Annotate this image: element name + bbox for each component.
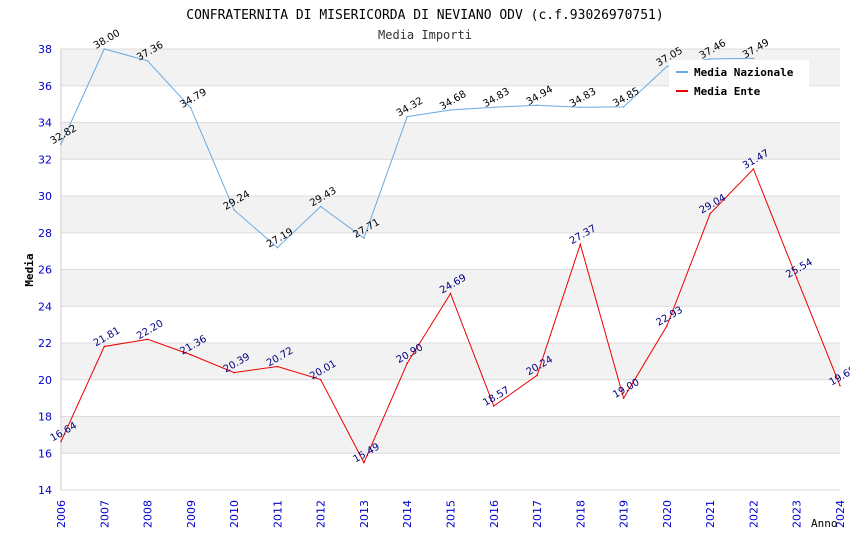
data-point-media-nazionale: [666, 65, 668, 68]
y-axis-ticks: 14 16 18 20 22 24 26 28 30 32 34 36 38: [38, 43, 52, 497]
data-point-media-ente: [795, 277, 798, 279]
y-tick-label: 26: [38, 264, 52, 277]
grid-lines: [61, 48, 840, 491]
grid-band: [61, 416, 840, 454]
x-tick-label: 2014: [401, 500, 414, 528]
data-point-media-ente: [666, 325, 668, 327]
x-tick-label: 2010: [228, 500, 241, 528]
y-tick-label: 38: [38, 43, 52, 56]
data-point-media-nazionale: [752, 57, 755, 60]
data-point-media-nazionale: [190, 107, 192, 109]
data-point-media-nazionale: [622, 106, 625, 108]
data-point-media-ente: [709, 212, 711, 215]
data-point-media-nazionale: [406, 115, 409, 118]
data-point-media-nazionale: [146, 59, 149, 62]
grid-band: [61, 122, 840, 160]
data-point-media-ente: [233, 371, 235, 374]
grid-band: [61, 269, 840, 307]
x-tick-label: 2012: [315, 500, 328, 528]
legend: Media Nazionale Media Ente: [669, 60, 809, 104]
x-tick-label: 2023: [791, 500, 804, 528]
y-tick-label: 34: [38, 117, 52, 130]
data-point-media-ente: [319, 378, 322, 381]
y-tick-label: 24: [38, 300, 52, 313]
data-point-media-nazionale: [536, 104, 538, 107]
data-label-media-nazionale: 38.00: [92, 28, 122, 52]
data-point-media-ente: [406, 362, 409, 365]
grid-band: [61, 343, 840, 380]
y-tick-label: 28: [38, 227, 52, 240]
x-tick-label: 2021: [704, 500, 717, 528]
x-tick-label: 2008: [142, 500, 155, 528]
x-tick-label: 2017: [531, 500, 544, 528]
y-tick-label: 36: [38, 80, 52, 93]
x-tick-label: 2013: [358, 500, 371, 528]
data-point-media-nazionale: [103, 48, 106, 50]
grid-band: [61, 379, 840, 417]
x-tick-label: 2011: [271, 500, 284, 528]
y-tick-label: 18: [38, 411, 52, 424]
data-point-media-ente: [536, 374, 538, 377]
data-point-media-nazionale: [449, 109, 452, 111]
data-point-media-ente: [60, 440, 62, 443]
data-point-media-ente: [449, 292, 452, 295]
data-point-media-ente: [276, 365, 279, 368]
data-point-media-nazionale: [233, 209, 235, 211]
x-tick-label: 2019: [618, 500, 631, 528]
data-point-media-ente: [146, 338, 149, 341]
x-tick-label: 2007: [98, 500, 111, 528]
y-tick-label: 16: [38, 447, 52, 460]
x-tick-label: 2015: [445, 500, 458, 528]
data-point-media-nazionale: [709, 58, 711, 60]
x-tick-label: 2020: [661, 500, 674, 528]
data-point-media-nazionale: [579, 106, 582, 109]
y-tick-label: 14: [38, 484, 52, 497]
legend-label-media-nazionale: Media Nazionale: [694, 66, 794, 79]
chart-subtitle: Media Importi: [378, 28, 472, 42]
data-point-media-nazionale: [319, 205, 322, 208]
y-tick-label: 30: [38, 190, 52, 203]
grid-band: [61, 453, 840, 490]
y-tick-label: 32: [38, 153, 52, 166]
y-axis-label: Media: [23, 253, 36, 286]
data-point-media-ente: [363, 461, 365, 464]
x-axis-ticks: 2006 2007 2008 2009 2010 2011 2012 2013 2014 2015…: [55, 500, 847, 528]
x-tick-label: 2018: [574, 500, 587, 528]
x-tick-label: 2009: [185, 500, 198, 528]
data-point-media-nazionale: [60, 143, 62, 145]
data-point-media-nazionale: [276, 246, 279, 249]
data-point-media-ente: [103, 345, 106, 348]
data-point-media-nazionale: [492, 106, 495, 109]
data-point-media-ente: [839, 384, 841, 387]
chart-title: CONFRATERNITA DI MISERICORDA DI NEVIANO …: [186, 8, 663, 23]
series-layer: [60, 48, 841, 464]
grid-band: [61, 232, 840, 270]
legend-label-media-ente: Media Ente: [694, 85, 761, 98]
x-tick-label: 2024: [834, 500, 847, 528]
data-point-media-ente: [492, 405, 495, 407]
x-tick-label: 2016: [488, 500, 501, 528]
legend-background: [669, 60, 809, 104]
data-point-media-ente: [752, 168, 755, 170]
y-tick-label: 20: [38, 374, 52, 387]
data-point-media-ente: [622, 397, 625, 399]
y-tick-label: 22: [38, 337, 52, 350]
x-axis-label: Anno: [811, 517, 838, 530]
grid-band: [61, 306, 840, 343]
grid-band: [61, 159, 840, 196]
data-point-media-ente: [579, 243, 582, 246]
data-point-media-nazionale: [363, 237, 365, 239]
x-tick-label: 2006: [55, 500, 68, 528]
grid-bands: [61, 49, 840, 490]
data-point-media-ente: [190, 353, 192, 356]
x-tick-label: 2022: [747, 500, 760, 528]
